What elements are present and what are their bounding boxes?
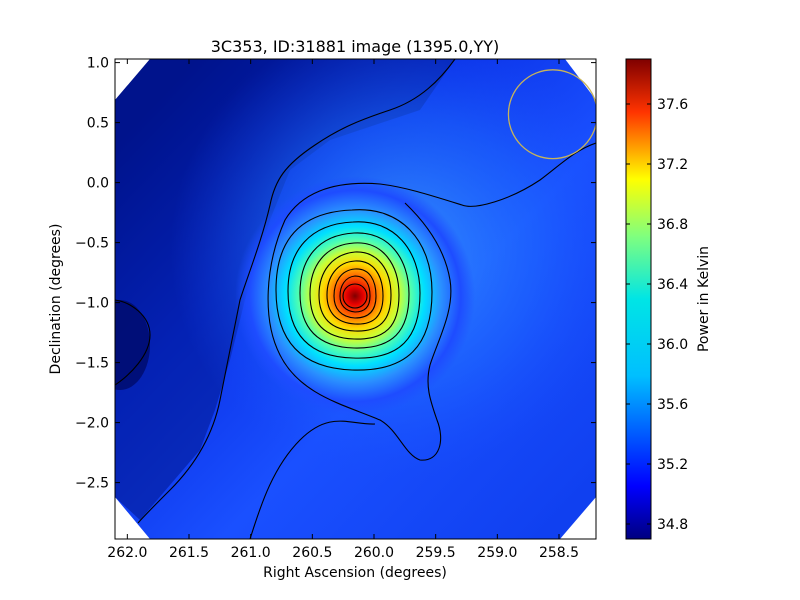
x-tick-label: 262.0 bbox=[107, 545, 147, 561]
x-axis-ticks: 262.0 261.5 261.0 260.5 260.0 259.5 259.0 258.5 bbox=[107, 59, 579, 561]
colorbar: 34.8 35.2 35.6 36.0 36.4 36.8 37.2 37.6 Power i… bbox=[625, 58, 712, 540]
x-tick-label: 258.5 bbox=[539, 545, 579, 561]
colorbar-tick-label: 35.6 bbox=[657, 397, 688, 413]
plot-area bbox=[115, 59, 596, 539]
colorbar-tick-label: 35.2 bbox=[657, 457, 688, 473]
colorbar-ticks: 34.8 35.2 35.6 36.0 36.4 36.8 37.2 37.6 bbox=[626, 97, 688, 533]
dark-patch-left bbox=[115, 300, 150, 390]
y-tick-label: −2.0 bbox=[75, 416, 109, 432]
x-tick-label: 259.0 bbox=[477, 545, 517, 561]
y-tick-label: −0.5 bbox=[75, 236, 109, 252]
colorbar-tick-label: 34.8 bbox=[657, 517, 688, 533]
y-axis-ticks: 1.0 0.5 0.0 −0.5 −1.0 −1.5 −2.0 −2.5 bbox=[75, 56, 596, 492]
y-tick-label: −2.5 bbox=[75, 476, 109, 492]
x-tick-label: 261.0 bbox=[231, 545, 271, 561]
colorbar-label: Power in Kelvin bbox=[696, 246, 712, 352]
colorbar-tick-label: 36.8 bbox=[657, 217, 688, 233]
colorbar-tick-label: 37.6 bbox=[657, 97, 688, 113]
colorbar-tick-label: 36.4 bbox=[657, 277, 688, 293]
contour-upper bbox=[137, 59, 456, 524]
y-tick-label: 1.0 bbox=[87, 56, 109, 72]
y-tick-label: −1.0 bbox=[75, 296, 109, 312]
colorbar-gradient bbox=[625, 58, 652, 540]
y-tick-label: 0.0 bbox=[87, 176, 109, 192]
source-emission bbox=[235, 176, 475, 416]
x-tick-label: 261.5 bbox=[169, 545, 209, 561]
colorbar-tick-label: 36.0 bbox=[657, 337, 688, 353]
y-tick-label: −1.5 bbox=[75, 356, 109, 372]
y-axis-label: Declination (degrees) bbox=[48, 224, 64, 375]
source-contours bbox=[275, 209, 433, 371]
beam-circle bbox=[507, 69, 596, 160]
plot-frame bbox=[114, 58, 597, 540]
y-tick-label: 0.5 bbox=[87, 116, 109, 132]
chart-title: 3C353, ID:31881 image (1395.0,YY) bbox=[211, 37, 500, 56]
colorbar-tick-label: 37.2 bbox=[657, 157, 688, 173]
x-tick-label: 260.0 bbox=[354, 545, 394, 561]
contour-right bbox=[267, 142, 596, 461]
x-tick-label: 260.5 bbox=[292, 545, 332, 561]
contour-lines bbox=[115, 59, 596, 539]
x-tick-label: 259.5 bbox=[416, 545, 456, 561]
contour-left-patch bbox=[115, 299, 151, 386]
x-axis-label: Right Ascension (degrees) bbox=[263, 565, 447, 581]
contour-lower bbox=[249, 420, 376, 539]
